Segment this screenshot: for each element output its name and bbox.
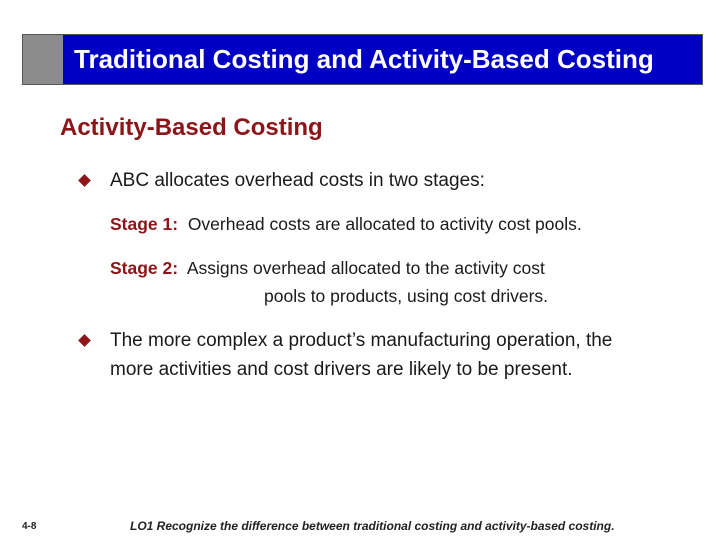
learning-objective: LO1 Recognize the difference between tra… xyxy=(130,519,615,533)
stage-1: Stage 1: Overhead costs are allocated to… xyxy=(110,214,582,235)
title-gray-block xyxy=(23,35,63,84)
stage-2-label: Stage 2: xyxy=(110,258,179,278)
slide-title: Traditional Costing and Activity-Based C… xyxy=(74,44,654,74)
diamond-bullet-icon xyxy=(78,334,91,347)
stage-2-text: Assigns overhead allocated to the activi… xyxy=(186,258,545,278)
bullet-2-line-1: The more complex a product’s manufacturi… xyxy=(110,330,613,351)
bullet-2-line-2: more activities and cost drivers are lik… xyxy=(110,359,573,380)
bullet-1-text: ABC allocates overhead costs in two stag… xyxy=(110,170,485,191)
stage-1-text: Overhead costs are allocated to activity… xyxy=(187,214,582,234)
stage-2-text-continued: pools to products, using cost drivers. xyxy=(264,286,549,306)
stage-2: Stage 2: Assigns overhead allocated to t… xyxy=(110,258,545,279)
stage-1-label: Stage 1: xyxy=(110,214,179,234)
diamond-bullet-icon xyxy=(78,174,91,187)
page-number: 4-8 xyxy=(22,521,37,532)
section-heading: Activity-Based Costing xyxy=(60,114,323,141)
title-bar: Traditional Costing and Activity-Based C… xyxy=(22,34,703,85)
